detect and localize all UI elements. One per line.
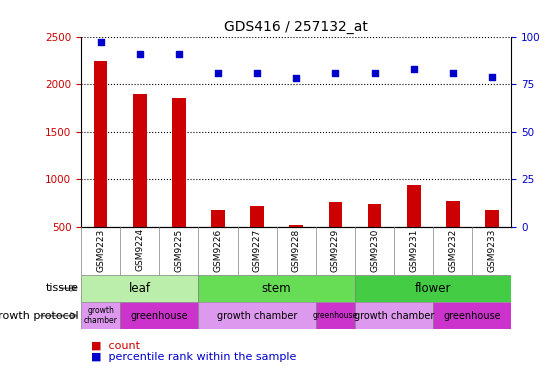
Text: greenhouse: greenhouse [313,311,358,320]
Bar [316,302,355,329]
Bar [120,302,198,329]
Title: GDS416 / 257132_at: GDS416 / 257132_at [224,20,368,34]
Point [214,70,222,76]
Text: leaf: leaf [129,282,151,295]
Bar [198,274,355,302]
Point [174,51,183,57]
Text: growth chamber: growth chamber [217,311,297,321]
Text: growth
chamber: growth chamber [84,306,117,325]
Text: flower: flower [415,282,452,295]
Bar [407,185,420,274]
Bar [250,206,264,274]
Point [448,70,457,76]
Bar [485,210,499,274]
Bar [211,210,225,274]
Text: ■  count: ■ count [84,341,140,351]
Bar [329,202,342,274]
Text: greenhouse: greenhouse [443,311,501,321]
Text: tissue: tissue [45,283,78,293]
Bar [355,274,511,302]
Bar [446,201,459,274]
Point [96,40,105,45]
Text: growth chamber: growth chamber [354,311,434,321]
Bar [290,225,303,274]
Bar [133,94,146,274]
Bar [198,302,316,329]
Point [253,70,262,76]
Point [331,70,340,76]
Point [487,74,496,79]
Bar [94,61,107,274]
Bar [355,302,433,329]
Bar [368,204,381,274]
Point [370,70,379,76]
Bar [433,302,511,329]
Bar [81,302,120,329]
Point [409,66,418,72]
Text: stem: stem [262,282,291,295]
Bar [172,97,186,274]
Text: growth protocol: growth protocol [0,311,78,321]
Point [292,75,301,81]
Bar [81,274,198,302]
Text: greenhouse: greenhouse [130,311,188,321]
Text: ■  percentile rank within the sample: ■ percentile rank within the sample [84,352,296,362]
Point [135,51,144,57]
